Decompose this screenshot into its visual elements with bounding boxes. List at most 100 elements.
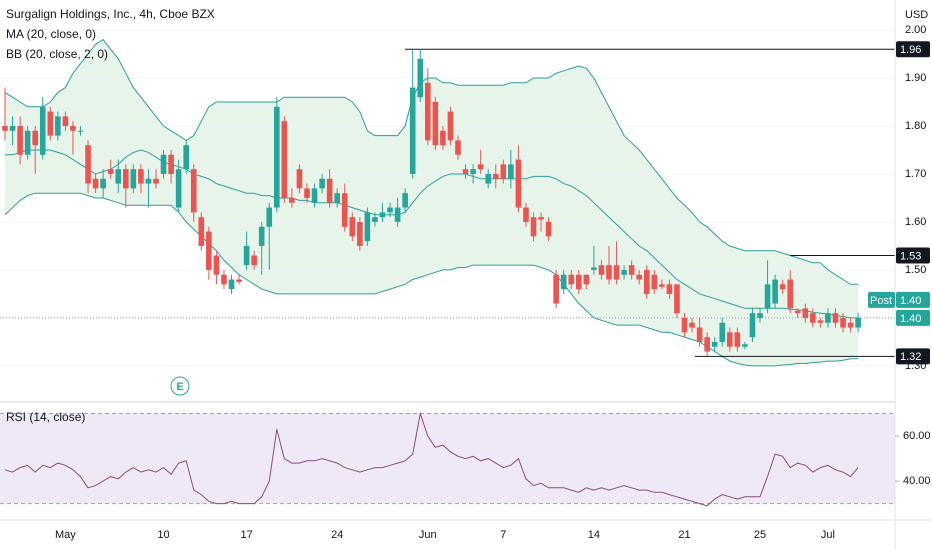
- candle-body: [832, 313, 839, 323]
- candle-body: [628, 265, 635, 275]
- candle-body: [689, 322, 695, 328]
- candle-body: [206, 231, 212, 270]
- candle-body: [85, 145, 91, 184]
- candle-body: [455, 140, 461, 155]
- plot: [0, 29, 895, 507]
- candle-body: [681, 317, 688, 333]
- candle-body: [425, 82, 431, 141]
- candle-body: [55, 116, 61, 136]
- x-tick-label: May: [55, 529, 76, 541]
- candle-body: [734, 332, 741, 347]
- candle-body: [77, 130, 84, 132]
- candle-body: [47, 111, 54, 136]
- band-line: [5, 149, 859, 319]
- candle-body: [553, 274, 559, 304]
- price-label-box: [896, 247, 930, 264]
- candle-body: [183, 145, 189, 170]
- candle-body: [772, 279, 778, 304]
- indicator-label: MA (20, close, 0): [6, 27, 96, 41]
- candle-body: [9, 125, 16, 131]
- y-tick-label: 1.50: [905, 264, 926, 276]
- candle-body: [236, 279, 242, 282]
- candle-body: [2, 125, 8, 131]
- candle-body: [477, 164, 484, 170]
- candle-body: [636, 274, 642, 280]
- candle-body: [190, 169, 197, 213]
- candle-body: [576, 274, 582, 290]
- candle-body: [394, 207, 401, 222]
- candle-body: [289, 197, 295, 203]
- candle-body: [659, 284, 665, 287]
- candle-body: [704, 337, 710, 352]
- rsi-line: [4, 411, 859, 507]
- candle-body: [221, 274, 227, 285]
- x-tick-label: 17: [240, 529, 252, 541]
- candle-body: [100, 178, 106, 189]
- last-price-label: 1.40: [900, 313, 921, 325]
- candle-body: [266, 207, 273, 227]
- x-tick-label: 14: [588, 529, 600, 541]
- candle-body: [840, 317, 846, 328]
- candle-body: [145, 178, 152, 184]
- candle-body: [606, 265, 612, 280]
- rsi-tick-label: 40.00: [903, 475, 931, 487]
- candle-body: [24, 130, 31, 155]
- x-tick-label: 21: [678, 529, 690, 541]
- candle-body: [847, 322, 854, 328]
- candle-body: [168, 154, 174, 174]
- price-label: 1.53: [900, 250, 921, 262]
- candle-body: [32, 130, 38, 146]
- currency-label: USD: [905, 9, 928, 21]
- candle-body: [515, 159, 522, 208]
- chart-title: Surgalign Holdings, Inc., 4h, Cboe BZX: [6, 7, 215, 21]
- candle-body: [409, 87, 416, 174]
- candle-body: [319, 178, 325, 189]
- candle-body: [802, 308, 809, 318]
- candle-body: [568, 274, 575, 285]
- post-price-label: 1.40: [900, 295, 921, 307]
- candle-body: [258, 226, 265, 246]
- post-price-box: [896, 291, 930, 308]
- candle-body: [357, 221, 363, 246]
- candle-body: [251, 255, 257, 266]
- candle-body: [742, 344, 748, 347]
- candle-body: [508, 164, 514, 179]
- band-line: [4, 38, 859, 285]
- y-tick-label: 1.90: [905, 72, 926, 84]
- candle-body: [198, 217, 205, 246]
- candle-body: [243, 245, 250, 266]
- candle-body: [39, 106, 46, 155]
- candle-body: [447, 111, 454, 141]
- candle-body: [153, 178, 159, 184]
- y-tick-label: 2.00: [905, 24, 926, 36]
- candle-body: [62, 116, 69, 126]
- price-label: 1.96: [900, 44, 921, 56]
- candle-body: [757, 313, 763, 318]
- candle-body: [17, 125, 23, 155]
- candle-body: [523, 207, 529, 222]
- candle-body: [372, 217, 378, 222]
- earnings-icon-text[interactable]: E: [176, 381, 183, 393]
- candle-body: [492, 173, 499, 179]
- post-tag: Post: [870, 295, 892, 307]
- candle-body: [591, 267, 597, 270]
- candle-body: [311, 188, 318, 203]
- candle-body: [651, 274, 658, 290]
- candle-body: [115, 169, 122, 184]
- earnings-icon[interactable]: [170, 376, 190, 396]
- candle-body: [674, 284, 680, 314]
- candle-body: [696, 327, 703, 342]
- rsi-title: RSI (14, close): [6, 410, 85, 424]
- candle-body: [794, 310, 801, 314]
- candle-body: [92, 178, 99, 189]
- candle-body: [138, 169, 144, 184]
- x-tick-label: 25: [754, 529, 766, 541]
- candle-body: [160, 154, 167, 174]
- candle-body: [228, 279, 235, 290]
- candle-body: [500, 164, 507, 179]
- candle-body: [274, 106, 280, 208]
- candle-body: [296, 169, 303, 189]
- candle-body: [538, 217, 544, 220]
- candle-body: [379, 212, 386, 218]
